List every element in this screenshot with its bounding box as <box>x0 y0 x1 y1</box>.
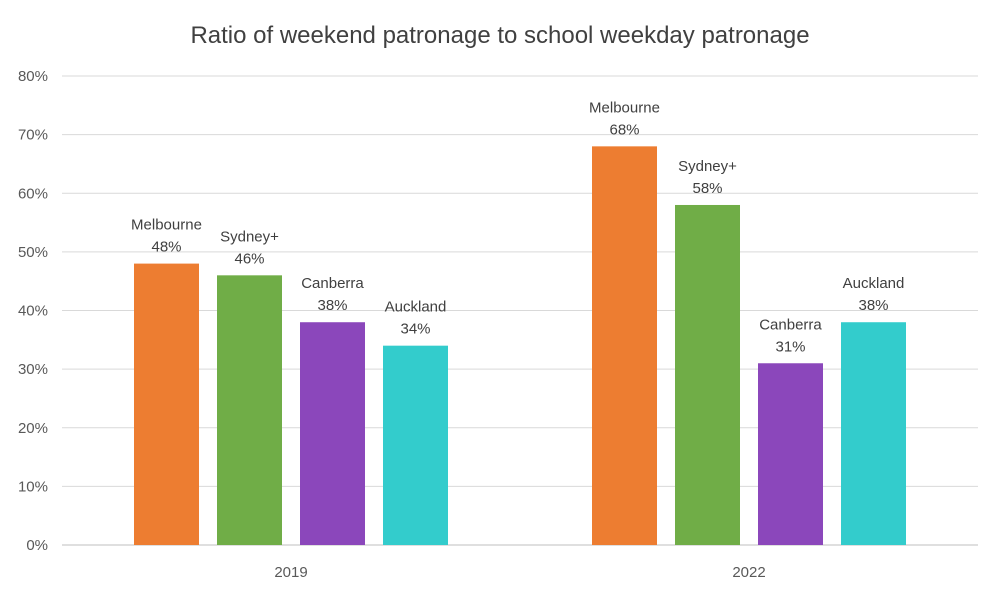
data-label-series: Sydney+ <box>220 228 279 245</box>
bars: Melbourne 48% Sydney+ 46% Canberra 38% Aucklan… <box>131 99 906 545</box>
bar-auckland-2022 <box>841 322 906 545</box>
x-axis: 2019 2022 <box>274 564 765 581</box>
data-label-value: 68% <box>609 121 639 138</box>
bar-auckland-2019 <box>383 345 448 545</box>
y-tick-label: 60% <box>18 185 48 202</box>
data-label-series: Canberra <box>301 275 364 292</box>
chart-title: Ratio of weekend patronage to school wee… <box>190 22 809 49</box>
data-label-series: Sydney+ <box>678 158 737 175</box>
bar-canberra-2019 <box>300 322 365 545</box>
x-tick-label: 2019 <box>274 564 307 581</box>
data-label-series: Melbourne <box>589 99 660 116</box>
gridlines <box>62 75 978 546</box>
data-label-series: Melbourne <box>131 217 202 234</box>
y-tick-label: 70% <box>18 127 48 144</box>
y-tick-label: 20% <box>18 420 48 437</box>
bar-sydney-2019 <box>217 275 282 545</box>
bar-melbourne-2022 <box>592 146 657 545</box>
bar-canberra-2022 <box>758 363 823 545</box>
data-label-value: 46% <box>234 250 264 267</box>
data-label-value: 48% <box>151 239 181 256</box>
data-label-value: 38% <box>317 297 347 314</box>
bar-sydney-2022 <box>675 204 740 545</box>
y-tick-label: 40% <box>18 303 48 320</box>
y-axis: 0% 10% 20% 30% 40% 50% 60% 70% 80% <box>18 68 48 554</box>
y-tick-label: 10% <box>18 478 48 495</box>
data-label-value: 58% <box>692 180 722 197</box>
y-tick-label: 0% <box>26 537 48 554</box>
data-label-series: Auckland <box>385 299 447 316</box>
data-label-series: Auckland <box>843 275 905 292</box>
bar-melbourne-2019 <box>134 263 199 545</box>
y-tick-label: 80% <box>18 68 48 85</box>
x-tick-label: 2022 <box>732 564 765 581</box>
y-tick-label: 30% <box>18 361 48 378</box>
data-label-series: Canberra <box>759 316 822 333</box>
data-label-value: 31% <box>775 338 805 355</box>
data-label-value: 38% <box>858 297 888 314</box>
y-tick-label: 50% <box>18 244 48 261</box>
data-label-value: 34% <box>400 321 430 338</box>
